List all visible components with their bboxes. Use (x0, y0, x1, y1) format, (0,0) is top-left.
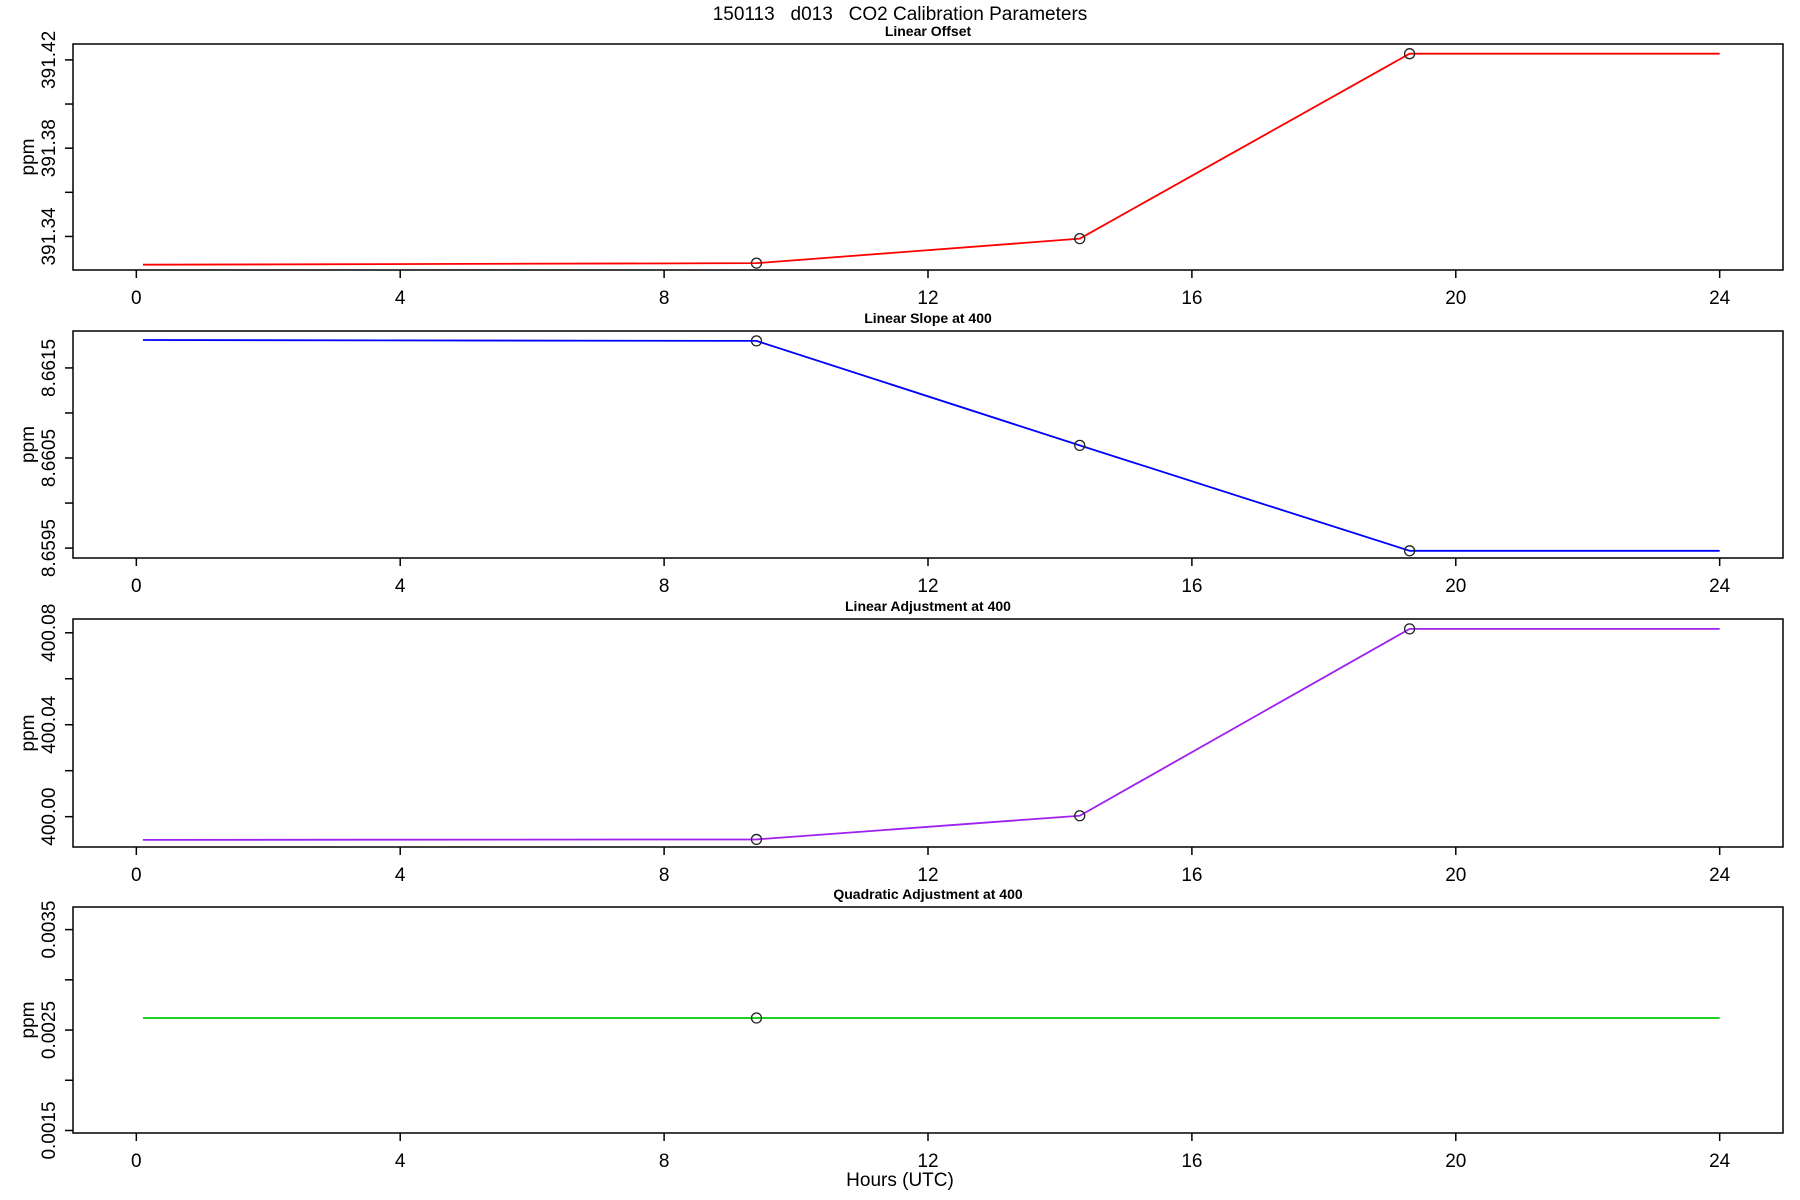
x-tick-label: 12 (917, 865, 938, 886)
x-tick-label: 4 (395, 576, 406, 597)
x-tick-label: 8 (659, 1151, 670, 1172)
x-tick-label: 16 (1181, 288, 1202, 309)
x-tick-label: 16 (1181, 865, 1202, 886)
panel-title: Quadratic Adjustment at 400 (833, 886, 1023, 902)
y-tick-label: 391.42 (39, 31, 60, 89)
plot-frame (72, 906, 1784, 1134)
panel-0: Linear Offset 0 4 8 12 16 20 24 391.34 391.38 391.… (18, 23, 1784, 309)
x-tick-label: 4 (395, 288, 406, 309)
y-tick-label: 400.08 (39, 604, 60, 662)
x-tick-label: 0 (131, 865, 142, 886)
y-tick-label: 391.34 (39, 207, 60, 266)
y-axis-label: ppm (18, 1002, 39, 1039)
plot-frame (72, 43, 1784, 271)
data-point-marker (750, 1012, 763, 1024)
data-point-marker (1403, 545, 1416, 557)
panel-1: Linear Slope at 400 0 4 8 12 16 20 24 8.6595 8.66… (18, 310, 1784, 597)
x-tick-label: 8 (659, 576, 670, 597)
x-tick-label: 24 (1709, 288, 1731, 309)
data-line (142, 627, 1720, 841)
y-tick-label: 8.6615 (39, 339, 60, 397)
y-axis-label: ppm (18, 139, 39, 176)
panel-title: Linear Slope at 400 (864, 310, 992, 326)
y-tick-label: 0.0025 (39, 1001, 60, 1059)
x-tick-label: 4 (395, 865, 406, 886)
x-tick-label: 20 (1445, 865, 1466, 886)
x-tick-label: 0 (131, 288, 142, 309)
y-tick-label: 8.6605 (39, 429, 60, 487)
y-tick-label: 400.00 (39, 788, 60, 846)
data-point-marker (750, 257, 763, 269)
panel-2: Linear Adjustment at 400 0 4 8 12 16 20 24 400.0… (18, 598, 1784, 886)
x-tick-label: 16 (1181, 576, 1202, 597)
x-tick-label: 8 (659, 288, 670, 309)
x-tick-label: 20 (1445, 576, 1466, 597)
x-tick-label: 12 (917, 576, 938, 597)
data-point-marker (1074, 233, 1086, 245)
x-tick-label: 12 (917, 288, 938, 309)
x-axis-title: Hours (UTC) (846, 1170, 954, 1191)
y-tick-label: 391.38 (39, 119, 60, 177)
x-tick-label: 4 (395, 1151, 406, 1172)
data-point-marker (1403, 48, 1416, 60)
x-tick-label: 24 (1709, 1151, 1731, 1172)
x-tick-label: 24 (1709, 865, 1731, 886)
x-tick-label: 20 (1445, 288, 1466, 309)
panel-3: Quadratic Adjustment at 400 0 4 8 12 16 20 24 0.… (18, 886, 1784, 1172)
data-line (142, 339, 1720, 552)
y-tick-label: 8.6595 (39, 519, 60, 577)
data-line (142, 52, 1720, 266)
y-axis-label: ppm (18, 715, 39, 752)
x-tick-label: 20 (1445, 1151, 1466, 1172)
x-tick-label: 0 (131, 576, 142, 597)
x-tick-label: 24 (1709, 576, 1731, 597)
panel-title: Linear Offset (885, 23, 972, 39)
plot-frame (72, 330, 1784, 559)
y-axis-label: ppm (18, 426, 39, 463)
plot-frame (72, 618, 1784, 848)
panel-title: Linear Adjustment at 400 (845, 598, 1011, 614)
data-point-marker (1403, 623, 1416, 635)
x-tick-label: 0 (131, 1151, 142, 1172)
y-tick-label: 400.04 (39, 695, 60, 754)
data-point-marker (1074, 439, 1086, 452)
y-tick-label: 0.0035 (39, 901, 60, 959)
figure-title: 150113 d013 CO2 Calibration Parameters (712, 4, 1088, 25)
x-tick-label: 16 (1181, 1151, 1202, 1172)
data-point-marker (1074, 810, 1086, 822)
data-point-marker (750, 833, 763, 846)
y-tick-label: 0.0015 (39, 1101, 60, 1159)
x-tick-label: 12 (917, 1151, 938, 1172)
x-tick-label: 8 (659, 865, 670, 886)
data-point-marker (750, 335, 763, 347)
